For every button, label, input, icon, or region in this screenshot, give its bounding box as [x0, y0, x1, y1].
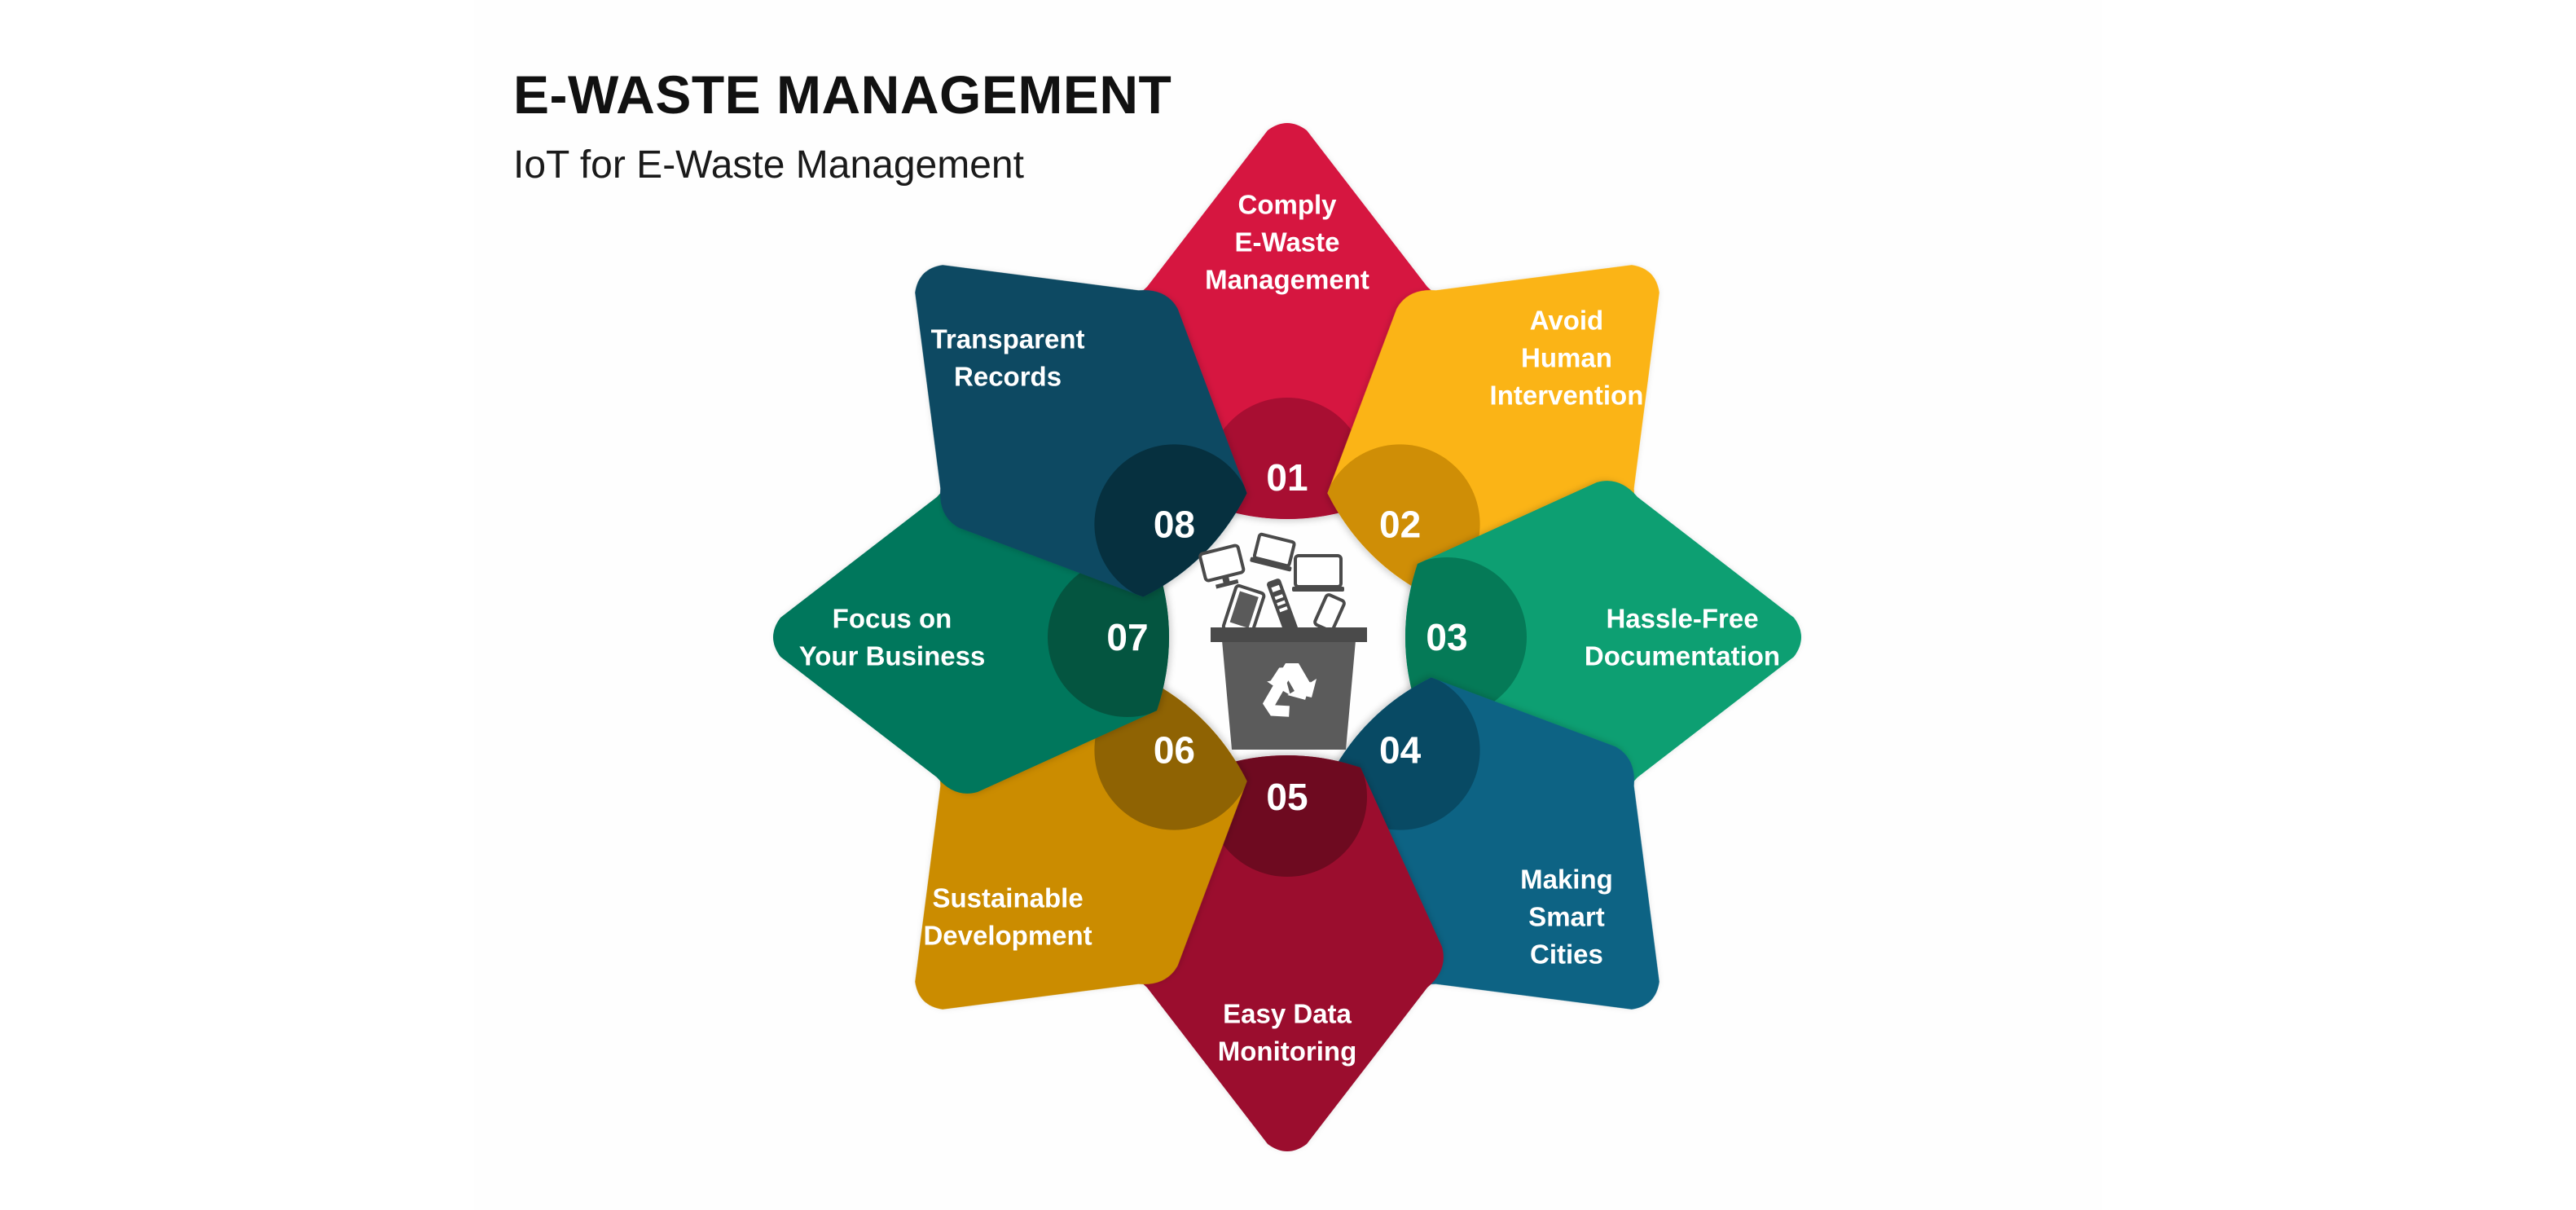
step-number: 06	[1154, 729, 1195, 772]
step-label: Comply E-Waste Management	[1205, 190, 1369, 295]
step-label: Hassle-Free Documentation	[1585, 604, 1780, 671]
step-label-line: Development	[923, 920, 1092, 950]
step-label: Avoid Human Intervention	[1490, 306, 1644, 411]
step-label-line: Easy Data	[1223, 999, 1352, 1029]
step-label: Transparent Records	[931, 324, 1085, 392]
step-label: Focus on Your Business	[799, 604, 986, 671]
step-label-line: Human	[1521, 343, 1612, 373]
step-number: 01	[1266, 456, 1308, 499]
step-label: Sustainable Development	[923, 882, 1092, 950]
page-subtitle: IoT for E-Waste Management	[513, 143, 1024, 187]
step-number: 03	[1426, 616, 1467, 658]
step-label-line: Making	[1520, 864, 1613, 894]
step-label-line: Monitoring	[1218, 1036, 1356, 1067]
step-number: 04	[1379, 729, 1422, 772]
recycle-bin-electronics-icon	[1198, 532, 1367, 750]
step-label-line: Avoid	[1530, 306, 1603, 336]
step-number: 05	[1266, 776, 1308, 818]
step-label: Easy Data Monitoring	[1218, 999, 1356, 1067]
step-label-line: Cities	[1530, 939, 1603, 969]
step-number: 08	[1154, 503, 1195, 545]
step-label-line: Your Business	[799, 641, 986, 671]
step-label-line: Comply	[1237, 190, 1337, 220]
step-label: Making Smart Cities	[1520, 864, 1613, 969]
step-label-line: Documentation	[1585, 641, 1780, 671]
step-label-line: E-Waste	[1235, 227, 1340, 257]
step-label-line: Management	[1205, 265, 1369, 295]
step-label-line: Hassle-Free	[1606, 604, 1758, 634]
step-label-line: Focus on	[833, 604, 952, 634]
step-label-line: Smart	[1528, 901, 1605, 931]
page-title: E-WASTE MANAGEMENT	[513, 64, 1172, 125]
step-number: 07	[1106, 616, 1148, 658]
petal-group: 01 Comply E-Waste Management 02 Avoid Human Int…	[773, 123, 1801, 1151]
step-label-line: Transparent	[931, 324, 1085, 354]
step-label-line: Records	[954, 362, 1062, 392]
step-label-line: Intervention	[1490, 381, 1644, 411]
step-number: 02	[1379, 503, 1421, 545]
step-label-line: Sustainable	[932, 882, 1083, 913]
